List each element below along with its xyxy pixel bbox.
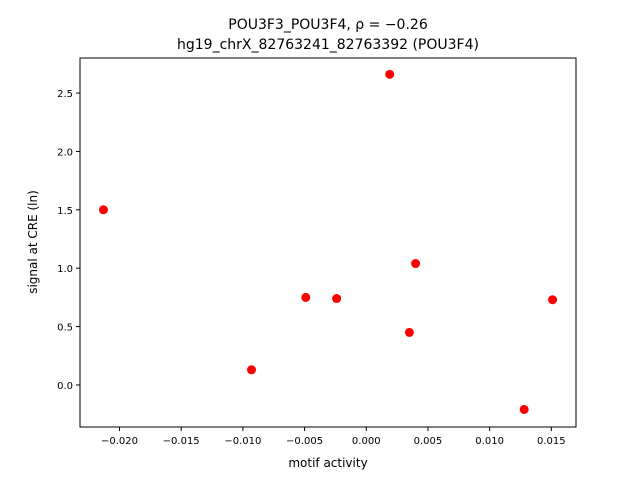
data-point [98, 205, 108, 215]
x-tick-label: 0.005 [414, 436, 443, 447]
y-tick-label: 0.0 [57, 381, 73, 392]
data-point [332, 294, 342, 304]
x-tick-label: −0.010 [224, 436, 261, 447]
x-tick-label: −0.005 [286, 436, 323, 447]
plot-frame [79, 57, 577, 428]
x-axis-label: motif activity [288, 456, 367, 470]
y-tick-label: 1.0 [57, 264, 73, 275]
data-point [548, 295, 558, 305]
chart-title-line1: POU3F3_POU3F4, ρ = −0.26 [228, 17, 428, 33]
data-point [385, 69, 395, 79]
y-axis-label: signal at CRE (ln) [26, 190, 40, 294]
data-point [301, 292, 311, 302]
data-point [404, 327, 414, 337]
x-tick-label: 0.015 [537, 436, 566, 447]
data-point [411, 259, 421, 269]
x-tick-label: −0.015 [163, 436, 200, 447]
x-tick-label: 0.000 [352, 436, 381, 447]
x-tick-label: 0.010 [475, 436, 504, 447]
y-tick-label: 2.0 [57, 147, 73, 158]
x-tick-label: −0.020 [101, 436, 138, 447]
data-point [519, 404, 529, 414]
y-tick-label: 0.5 [57, 323, 73, 334]
y-tick-label: 2.5 [57, 89, 73, 100]
chart-title-line2: hg19_chrX_82763241_82763392 (POU3F4) [177, 37, 479, 53]
y-tick-label: 1.5 [57, 206, 73, 217]
data-point [247, 365, 257, 375]
